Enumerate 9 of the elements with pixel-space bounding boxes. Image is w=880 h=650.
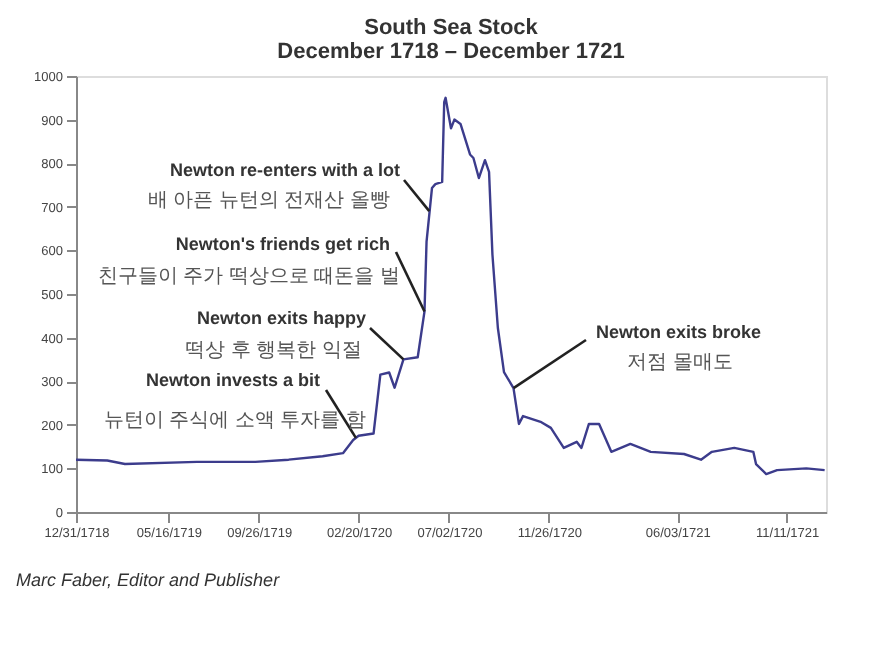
- annotation: Newton exits broke 저점 몰매도: [596, 322, 762, 374]
- chart-title: South Sea Stock: [364, 16, 540, 40]
- line-series: [74, 96, 826, 476]
- text: Marc Faber, Editor and Publisher: [16, 570, 282, 590]
- annotation: Newton re-enters with a lot 배 아픈 뉴턴의 전재산 올빵: [147, 160, 400, 212]
- annotation: Newton's friends get rich 친구들이 주가 떡상으로 때돈을 벌: [97, 234, 400, 288]
- annotation: Newton invests a bit 뉴턴이 주식에 소액 투자를 함: [103, 370, 366, 432]
- annotation: Newton exits happy 떡상 후 행복한 익절: [185, 308, 366, 362]
- chart-subtitle: December 1718 – December 1721: [277, 40, 625, 64]
